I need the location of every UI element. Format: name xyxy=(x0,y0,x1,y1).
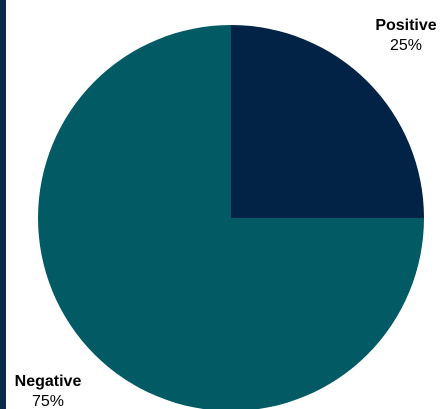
slice-label-positive: Positive 25% xyxy=(366,16,446,56)
slice-label-negative: Negative 75% xyxy=(8,372,88,409)
slice-name-positive: Positive xyxy=(375,17,437,34)
slice-negative xyxy=(38,25,424,409)
slice-name-negative: Negative xyxy=(14,373,82,390)
slice-percent-positive: 25% xyxy=(389,37,423,54)
slice-positive xyxy=(231,25,424,218)
left-border xyxy=(0,0,6,409)
slice-percent-negative: 75% xyxy=(31,393,65,409)
